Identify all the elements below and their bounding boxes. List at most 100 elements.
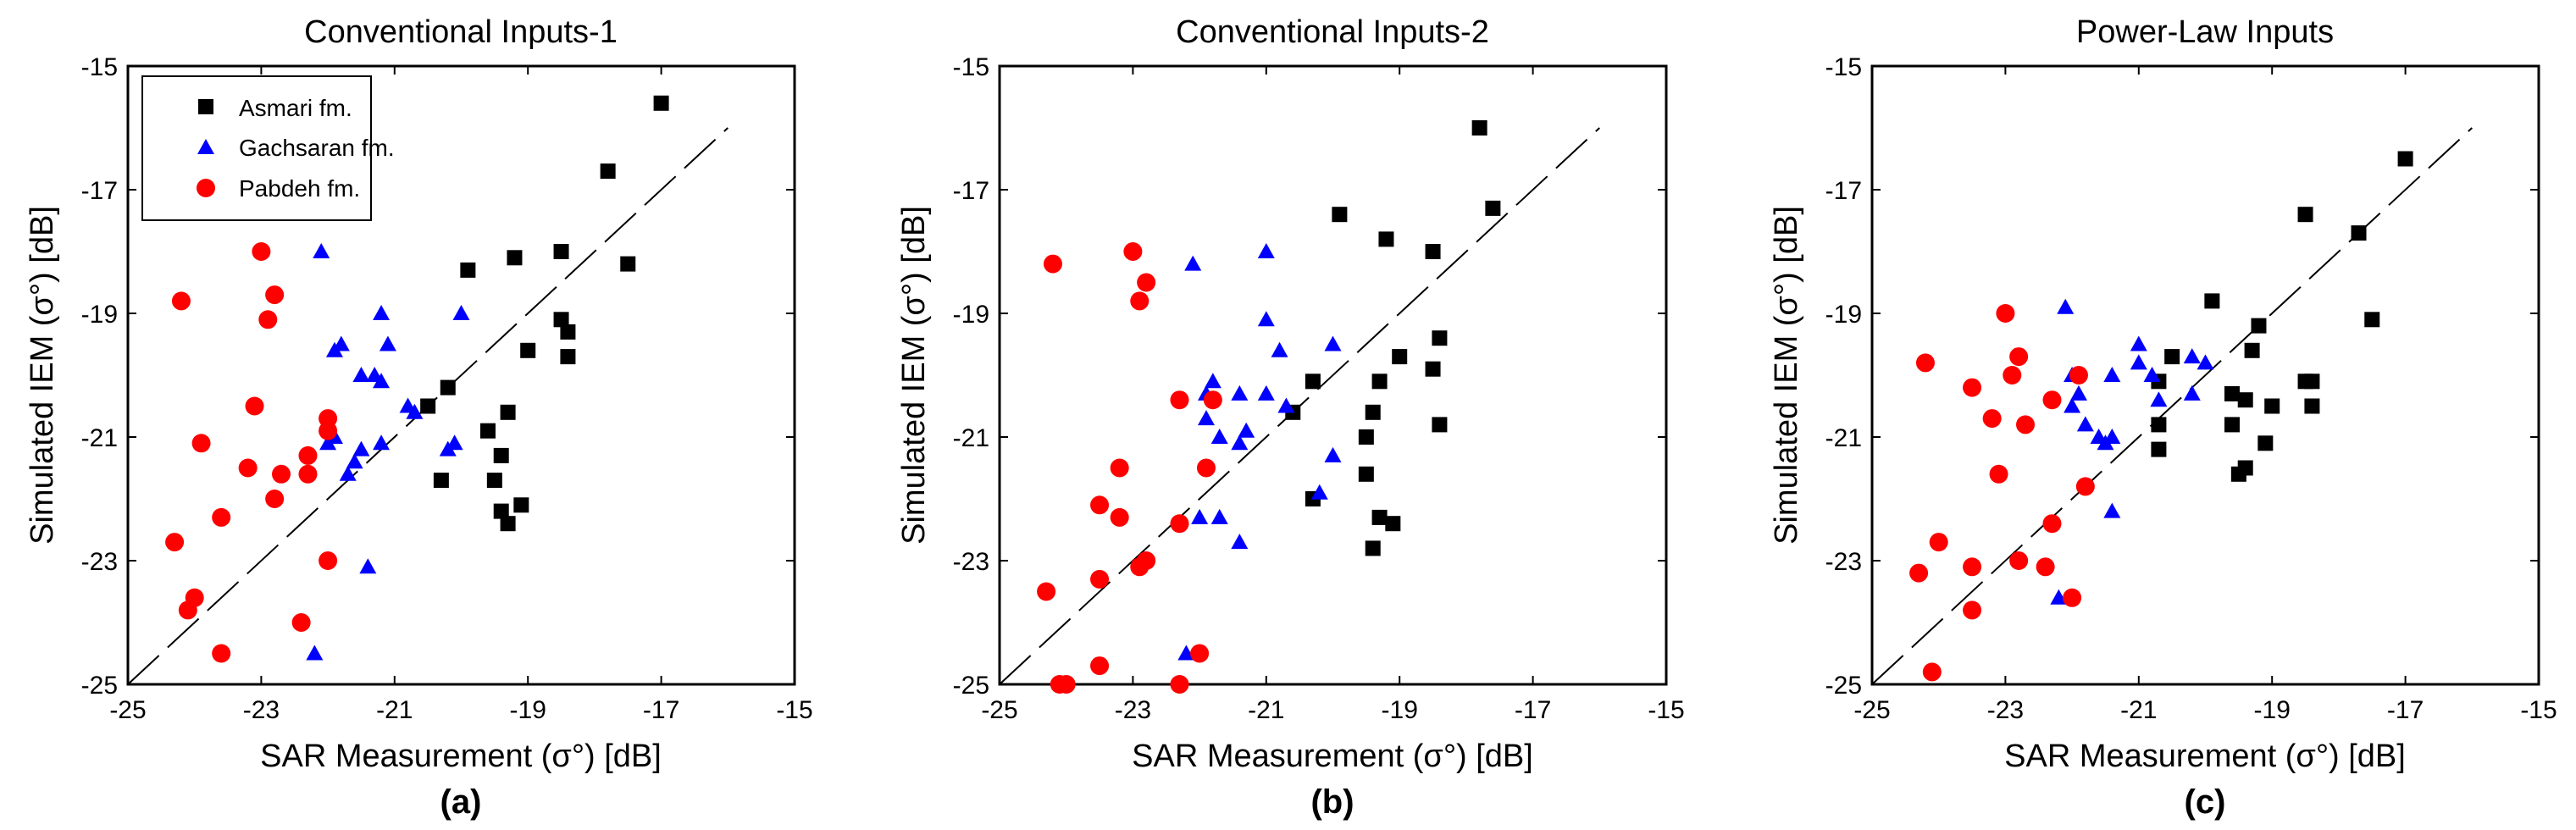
point-asmari bbox=[2397, 151, 2413, 167]
point-pabdeh bbox=[265, 490, 285, 508]
panel-c-ylabel: Simulated IEM (σ°) [dB] bbox=[1769, 206, 1804, 545]
point-pabdeh bbox=[252, 242, 271, 261]
point-gachsaran bbox=[2130, 354, 2147, 370]
x-tick-label: -15 bbox=[2520, 696, 2557, 724]
point-asmari bbox=[433, 473, 449, 489]
panel-b-xlabel: SAR Measurement (σ°) [dB] bbox=[1132, 739, 1533, 774]
one-to-one-line bbox=[1871, 127, 2473, 685]
point-pabdeh bbox=[319, 551, 338, 570]
point-pabdeh bbox=[191, 434, 211, 453]
point-asmari bbox=[2151, 441, 2167, 457]
point-gachsaran bbox=[1231, 434, 1249, 451]
point-gachsaran bbox=[346, 453, 363, 469]
point-gachsaran bbox=[319, 434, 337, 451]
y-tick-label: -25 bbox=[1825, 672, 1862, 700]
point-gachsaran bbox=[339, 465, 357, 481]
point-gachsaran bbox=[352, 367, 370, 382]
point-gachsaran bbox=[1238, 422, 1255, 438]
point-pabdeh bbox=[1110, 458, 1129, 478]
panel-a-xlabel: SAR Measurement (σ°) [dB] bbox=[260, 739, 662, 774]
point-asmari bbox=[2151, 417, 2167, 433]
point-pabdeh bbox=[1090, 656, 1110, 676]
point-gachsaran bbox=[1231, 385, 1249, 401]
point-asmari bbox=[2304, 374, 2320, 390]
point-pabdeh bbox=[265, 285, 285, 305]
point-pabdeh bbox=[212, 644, 231, 663]
point-pabdeh bbox=[291, 613, 311, 632]
point-asmari bbox=[2364, 312, 2380, 328]
point-asmari bbox=[1378, 231, 1394, 247]
x-tick-label: -19 bbox=[510, 696, 546, 724]
point-asmari bbox=[1385, 516, 1401, 532]
panel-b-title: Conventional Inputs-2 bbox=[1176, 14, 1489, 50]
point-pabdeh bbox=[2069, 366, 2088, 385]
y-tick-label: -15 bbox=[81, 53, 118, 81]
y-tick-label: -17 bbox=[1825, 177, 1862, 205]
panel-c-title: Power-Law Inputs bbox=[2076, 14, 2334, 50]
point-asmari bbox=[553, 312, 569, 328]
point-asmari bbox=[2351, 225, 2367, 241]
point-pabdeh bbox=[1190, 644, 1210, 663]
point-asmari bbox=[2304, 398, 2320, 414]
point-pabdeh bbox=[1043, 254, 1062, 274]
x-tick-label: -19 bbox=[1382, 696, 1418, 724]
x-tick-label: -17 bbox=[643, 696, 679, 724]
point-pabdeh bbox=[1982, 409, 2002, 429]
point-asmari bbox=[1332, 207, 1348, 223]
point-gachsaran bbox=[313, 243, 330, 258]
point-pabdeh bbox=[1130, 291, 1150, 311]
point-pabdeh bbox=[1123, 242, 1143, 261]
point-asmari bbox=[493, 503, 509, 519]
x-tick-label: -23 bbox=[243, 696, 280, 724]
y-tick-label: -25 bbox=[81, 672, 118, 700]
point-pabdeh bbox=[1922, 662, 1942, 682]
point-gachsaran bbox=[1204, 373, 1222, 389]
point-gachsaran bbox=[2097, 434, 2114, 451]
point-gachsaran bbox=[2076, 416, 2094, 432]
panel-a-ylabel: Simulated IEM (σ°) [dB] bbox=[25, 206, 60, 545]
point-asmari bbox=[1365, 404, 1381, 420]
point-gachsaran bbox=[352, 440, 370, 456]
point-asmari bbox=[440, 379, 456, 396]
point-gachsaran bbox=[1257, 311, 1275, 327]
point-pabdeh bbox=[1963, 600, 1982, 620]
point-pabdeh bbox=[165, 533, 185, 552]
point-asmari bbox=[2224, 417, 2240, 433]
x-tick-label: -17 bbox=[2387, 696, 2424, 724]
point-pabdeh bbox=[1203, 390, 1222, 410]
point-asmari bbox=[1432, 330, 1448, 346]
point-gachsaran bbox=[1271, 341, 1288, 357]
panel-c-xlabel: SAR Measurement (σ°) [dB] bbox=[2004, 739, 2406, 774]
point-pabdeh bbox=[1170, 390, 1189, 410]
point-pabdeh bbox=[2042, 514, 2062, 534]
point-asmari bbox=[553, 244, 569, 259]
point-asmari bbox=[1305, 374, 1321, 390]
point-asmari bbox=[493, 447, 509, 463]
point-gachsaran bbox=[1177, 645, 1195, 661]
point-asmari bbox=[2230, 466, 2246, 482]
x-tick-label: -19 bbox=[2254, 696, 2291, 724]
point-asmari bbox=[1425, 361, 1441, 377]
point-asmari bbox=[2164, 349, 2180, 365]
point-gachsaran bbox=[2103, 367, 2121, 382]
panel-a-title: Conventional Inputs-1 bbox=[304, 14, 618, 50]
point-asmari bbox=[420, 398, 436, 414]
point-pabdeh bbox=[1989, 464, 2008, 484]
point-gachsaran bbox=[1277, 397, 1295, 413]
point-pabdeh bbox=[298, 464, 318, 484]
point-asmari bbox=[1365, 540, 1381, 556]
x-tick-label: -15 bbox=[776, 696, 812, 724]
point-pabdeh bbox=[1090, 569, 1110, 589]
x-tick-label: -21 bbox=[1248, 696, 1284, 724]
x-tick-label: -17 bbox=[1515, 696, 1551, 724]
point-pabdeh bbox=[2042, 390, 2062, 410]
point-gachsaran bbox=[2143, 367, 2161, 382]
point-asmari bbox=[1471, 120, 1487, 136]
point-pabdeh bbox=[171, 291, 191, 311]
point-gachsaran bbox=[1257, 385, 1275, 401]
point-gachsaran bbox=[1184, 255, 1202, 271]
legend-marker-pabdeh bbox=[197, 179, 215, 197]
point-gachsaran bbox=[406, 403, 424, 419]
point-pabdeh bbox=[1963, 557, 1982, 577]
point-asmari bbox=[479, 423, 496, 439]
